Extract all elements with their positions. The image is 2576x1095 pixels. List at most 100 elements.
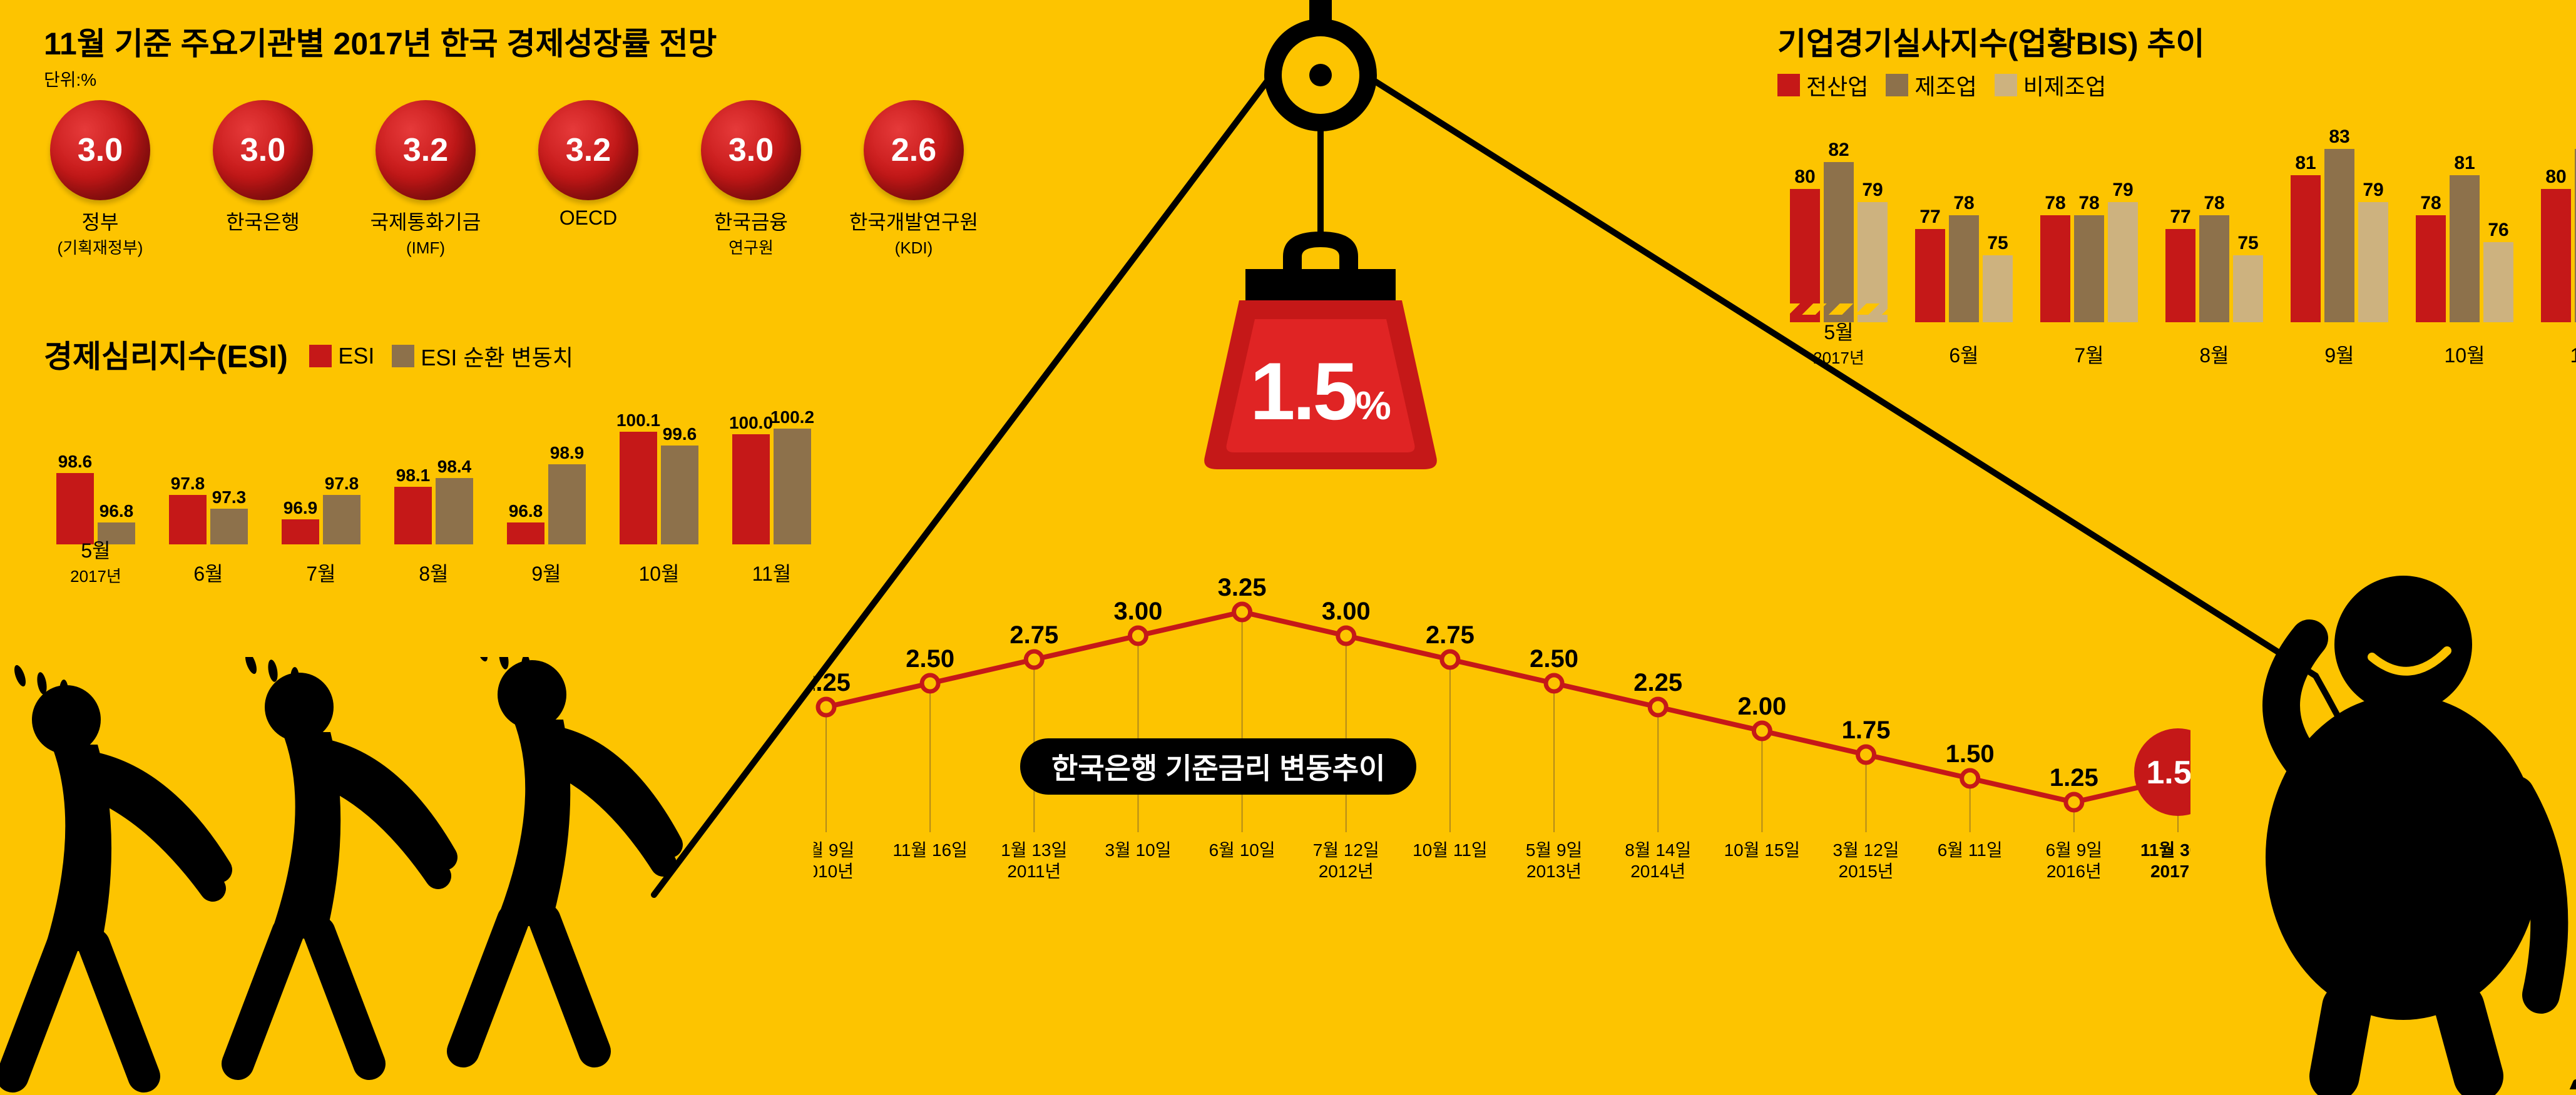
svg-text:2.25: 2.25 (1633, 669, 1682, 696)
forecast-label: 정부(기획재정부) (22, 206, 178, 258)
forecast-section: 11월 기준 주요기관별 2017년 한국 경제성장률 전망 단위:% (44, 19, 1133, 91)
bis-bar-value: 79 (2105, 180, 2140, 201)
bis-baseline-cut (1787, 303, 1896, 315)
bis-bar-value: 80 (2538, 166, 2573, 188)
weight: 1.5% (1189, 232, 1452, 469)
esi-chart: 98.696.85월2017년97.897.36월96.997.87월98.19… (44, 400, 870, 576)
weight-value: 1.5 (1250, 345, 1356, 437)
esi-bar-value: 98.4 (431, 457, 478, 477)
bis-bar-value: 83 (2322, 126, 2357, 148)
bis-bar-value: 78 (2413, 193, 2448, 214)
svg-text:11월 16일: 11월 16일 (892, 840, 968, 860)
svg-text:2.50: 2.50 (906, 645, 954, 673)
bis-bar-value: 78 (2197, 193, 2232, 214)
bis-bar-value: 82 (1821, 140, 1856, 161)
svg-text:1.50: 1.50 (2146, 755, 2190, 791)
svg-text:3월 12일: 3월 12일 (1833, 840, 1899, 860)
bis-bar (2199, 215, 2229, 322)
esi-bar-value: 98.9 (543, 443, 591, 463)
bis-chart: 8082795월2017년7778756월7878797월7778758월818… (1784, 122, 2576, 360)
svg-text:5월 9일: 5월 9일 (1526, 840, 1582, 860)
figure-right (2216, 532, 2576, 1095)
esi-bar (169, 495, 207, 544)
esi-bar-value: 97.8 (164, 474, 212, 494)
forecast-label: 한국금융연구원 (673, 206, 829, 258)
bis-bar (2416, 215, 2446, 322)
esi-bar-value: 97.8 (318, 474, 365, 494)
forecast-circle: 3.2 (376, 100, 476, 200)
figures-left (0, 657, 751, 1095)
esi-x-label: 11월 (726, 558, 817, 587)
bis-x-label: 10월 (2413, 340, 2517, 369)
bis-bar (2541, 189, 2571, 322)
esi-bar (394, 487, 432, 544)
bis-bar (2074, 215, 2104, 322)
esi-bar (282, 519, 319, 544)
legend-item: 전산업 (1777, 69, 1868, 101)
forecast-label: 한국은행 (185, 206, 341, 235)
esi-bar (507, 522, 544, 544)
svg-text:2013년: 2013년 (1526, 862, 1582, 881)
esi-bar-value: 97.3 (205, 487, 253, 507)
svg-text:2.50: 2.50 (1530, 645, 1578, 673)
svg-text:6월 10일: 6월 10일 (1209, 840, 1275, 860)
svg-text:7월 9일: 7월 9일 (814, 840, 854, 860)
forecast-label: 국제통화기금(IMF) (347, 206, 504, 258)
legend-item: ESI 순환 변동치 (392, 340, 573, 372)
legend-item: ESI (309, 343, 374, 369)
esi-section: 경제심리지수(ESI) ESIESI 순환 변동치 (44, 332, 920, 377)
svg-text:10월 15일: 10월 15일 (1724, 840, 1801, 860)
svg-text:10월 11일: 10월 11일 (1413, 840, 1488, 860)
svg-text:1월 13일: 1월 13일 (1001, 840, 1067, 860)
rate-chart: 2.257월 9일2010년2.5011월 16일2.751월 13일2011년… (814, 569, 2190, 1007)
svg-text:3.25: 3.25 (1218, 574, 1267, 601)
esi-bar (774, 429, 811, 544)
esi-bar-value: 100.1 (615, 410, 662, 430)
esi-bar-value: 96.9 (277, 498, 324, 518)
bis-bar-value: 76 (2481, 220, 2516, 241)
esi-bar-value: 96.8 (93, 501, 140, 521)
esi-legend: ESIESI 순환 변동치 (309, 359, 591, 370)
bis-bar (2108, 202, 2138, 322)
weight-percent: % (1356, 383, 1391, 428)
esi-bar (210, 509, 248, 544)
bis-bar-value: 81 (2288, 153, 2323, 174)
esi-bar (56, 473, 94, 544)
svg-text:2016년: 2016년 (2047, 862, 2102, 881)
esi-bar (732, 434, 770, 544)
svg-text:3월 10일: 3월 10일 (1105, 840, 1171, 860)
bis-bar (2450, 175, 2480, 322)
bis-bar (1915, 229, 1945, 322)
forecast-title: 11월 기준 주요기관별 2017년 한국 경제성장률 전망 (44, 19, 1133, 64)
bis-section: 기업경기실사지수(업황BIS) 추이 전산업제조업비제조업 (1777, 19, 2576, 101)
bis-x-label: 6월 (1912, 340, 2016, 369)
svg-text:1.75: 1.75 (1842, 716, 1891, 744)
bis-bar (2291, 175, 2321, 322)
svg-text:2015년: 2015년 (1839, 862, 1894, 881)
esi-x-label: 8월 (388, 558, 479, 587)
bis-x-label: 5월2017년 (1787, 317, 1891, 369)
svg-text:3.00: 3.00 (1322, 598, 1371, 625)
bis-x-label: 9월 (2287, 340, 2391, 369)
bis-bar (1949, 215, 1979, 322)
svg-text:3.00: 3.00 (1114, 598, 1163, 625)
svg-text:2.00: 2.00 (1737, 693, 1786, 720)
bis-title: 기업경기실사지수(업황BIS) 추이 (1777, 19, 2576, 64)
forecast-unit: 단위:% (44, 66, 1133, 91)
bis-bar-value: 75 (1980, 233, 2015, 254)
forecast-label: 한국개발연구원(KDI) (836, 206, 992, 258)
rate-title: 한국은행 기준금리 변동추이 (1051, 752, 1385, 785)
esi-bar-value: 98.6 (51, 452, 99, 472)
svg-text:8월 14일: 8월 14일 (1625, 840, 1691, 860)
svg-text:2012년: 2012년 (1319, 862, 1374, 881)
rate-title-pill: 한국은행 기준금리 변동추이 (1020, 738, 1416, 795)
bis-bar (1824, 162, 1854, 322)
bis-bar (2165, 229, 2195, 322)
forecast-label: OECD (510, 206, 667, 230)
forecast-circle: 3.0 (701, 100, 801, 200)
bis-bar-value: 78 (2072, 193, 2107, 214)
bis-bar-value: 83 (2572, 126, 2576, 148)
svg-text:6월 11일: 6월 11일 (1938, 840, 2003, 860)
esi-x-label: 5월2017년 (50, 535, 141, 587)
bis-bar (1790, 189, 1820, 322)
